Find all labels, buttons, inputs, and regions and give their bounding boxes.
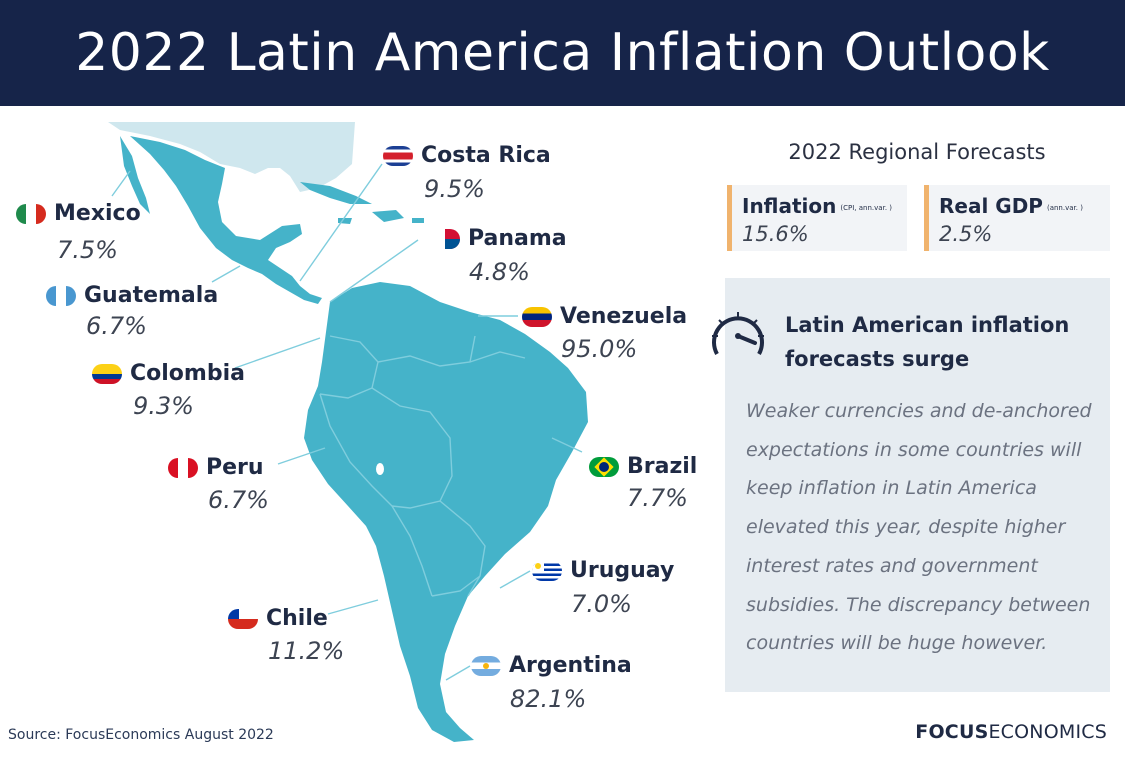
latin-america-map bbox=[108, 122, 588, 742]
country-label-brazil: Brazil bbox=[589, 454, 697, 479]
country-name: Costa Rica bbox=[421, 143, 551, 168]
lake-marker bbox=[376, 463, 384, 475]
inflation-note: (CPI, ann.var. ) bbox=[840, 203, 892, 212]
country-value: 7.0% bbox=[571, 590, 632, 618]
country-name: Venezuela bbox=[560, 304, 688, 329]
country-value: 82.1% bbox=[510, 685, 587, 713]
country-label-chile: Chile bbox=[228, 606, 328, 631]
south-america-land bbox=[304, 282, 588, 742]
venezuela-flag-icon bbox=[522, 306, 552, 327]
panama-flag-icon bbox=[430, 228, 460, 249]
source-note: Source: FocusEconomics August 2022 bbox=[8, 727, 274, 743]
mexico-central-america-land bbox=[130, 136, 322, 304]
brazil-flag-icon bbox=[589, 456, 619, 477]
country-value: 95.0% bbox=[561, 335, 638, 363]
country-label-colombia: Colombia bbox=[92, 361, 245, 386]
brand-logo: FOCUSECONOMICS bbox=[915, 721, 1107, 743]
inflation-value: 15.6% bbox=[742, 222, 809, 246]
chile-flag-icon bbox=[228, 608, 258, 629]
gdp-value: 2.5% bbox=[939, 222, 993, 246]
gdp-stat-card: Real GDP (ann.var. ) 2.5% bbox=[924, 185, 1110, 251]
country-name: Uruguay bbox=[570, 558, 675, 583]
inflation-label: Inflation (CPI, ann.var. ) bbox=[742, 194, 892, 218]
country-name: Panama bbox=[468, 226, 567, 251]
leader-lines bbox=[111, 163, 583, 681]
page-title: 2022 Latin America Inflation Outlook bbox=[75, 23, 1050, 83]
commentary-panel bbox=[725, 278, 1110, 692]
country-value: 7.7% bbox=[627, 484, 688, 512]
gdp-note: (ann.var. ) bbox=[1046, 203, 1083, 212]
header-bar: 2022 Latin America Inflation Outlook bbox=[0, 0, 1125, 106]
country-label-argentina: Argentina bbox=[471, 653, 632, 678]
country-value: 7.5% bbox=[57, 236, 118, 264]
country-name: Guatemala bbox=[84, 283, 219, 308]
country-name: Argentina bbox=[509, 653, 632, 678]
country-borders bbox=[319, 335, 526, 597]
country-value: 6.7% bbox=[86, 312, 147, 340]
country-label-peru: Peru bbox=[168, 455, 264, 480]
peru-flag-icon bbox=[168, 457, 198, 478]
hispaniola bbox=[372, 210, 404, 222]
regional-forecasts-title: 2022 Regional Forecasts bbox=[788, 140, 1046, 164]
country-label-costa-rica: Costa Rica bbox=[383, 143, 551, 168]
colombia-flag-icon bbox=[92, 363, 122, 384]
country-label-panama: Panama bbox=[430, 226, 567, 251]
gauge-icon bbox=[712, 312, 764, 355]
country-label-uruguay: Uruguay bbox=[532, 558, 674, 583]
puerto-rico bbox=[412, 218, 424, 223]
panel-title: Latin American inflation forecasts surge bbox=[785, 313, 1070, 371]
panel-body: Weaker currencies and de-anchored expect… bbox=[746, 400, 1092, 655]
country-label-venezuela: Venezuela bbox=[522, 304, 687, 329]
country-name: Chile bbox=[266, 606, 328, 631]
north-america-region bbox=[108, 122, 355, 192]
country-name: Peru bbox=[206, 455, 264, 480]
country-value: 4.8% bbox=[469, 258, 530, 286]
gdp-label: Real GDP (ann.var. ) bbox=[939, 194, 1083, 218]
argentina-flag-icon bbox=[471, 655, 501, 676]
cuba bbox=[300, 182, 372, 204]
inflation-stat-card: Inflation (CPI, ann.var. ) 15.6% bbox=[727, 185, 907, 251]
country-name: Brazil bbox=[627, 454, 698, 479]
mexico-flag-icon bbox=[16, 203, 46, 224]
country-name: Mexico bbox=[54, 201, 141, 226]
country-value: 9.3% bbox=[133, 392, 194, 420]
country-value: 9.5% bbox=[424, 175, 485, 203]
country-label-guatemala: Guatemala bbox=[46, 283, 218, 308]
costa-rica-flag-icon bbox=[383, 145, 413, 166]
country-label-mexico: Mexico bbox=[16, 201, 141, 226]
guatemala-flag-icon bbox=[46, 285, 76, 306]
country-value: 11.2% bbox=[268, 637, 345, 665]
uruguay-flag-icon bbox=[532, 560, 562, 581]
baja-california bbox=[120, 136, 150, 214]
country-name: Colombia bbox=[130, 361, 245, 386]
country-value: 6.7% bbox=[208, 486, 269, 514]
